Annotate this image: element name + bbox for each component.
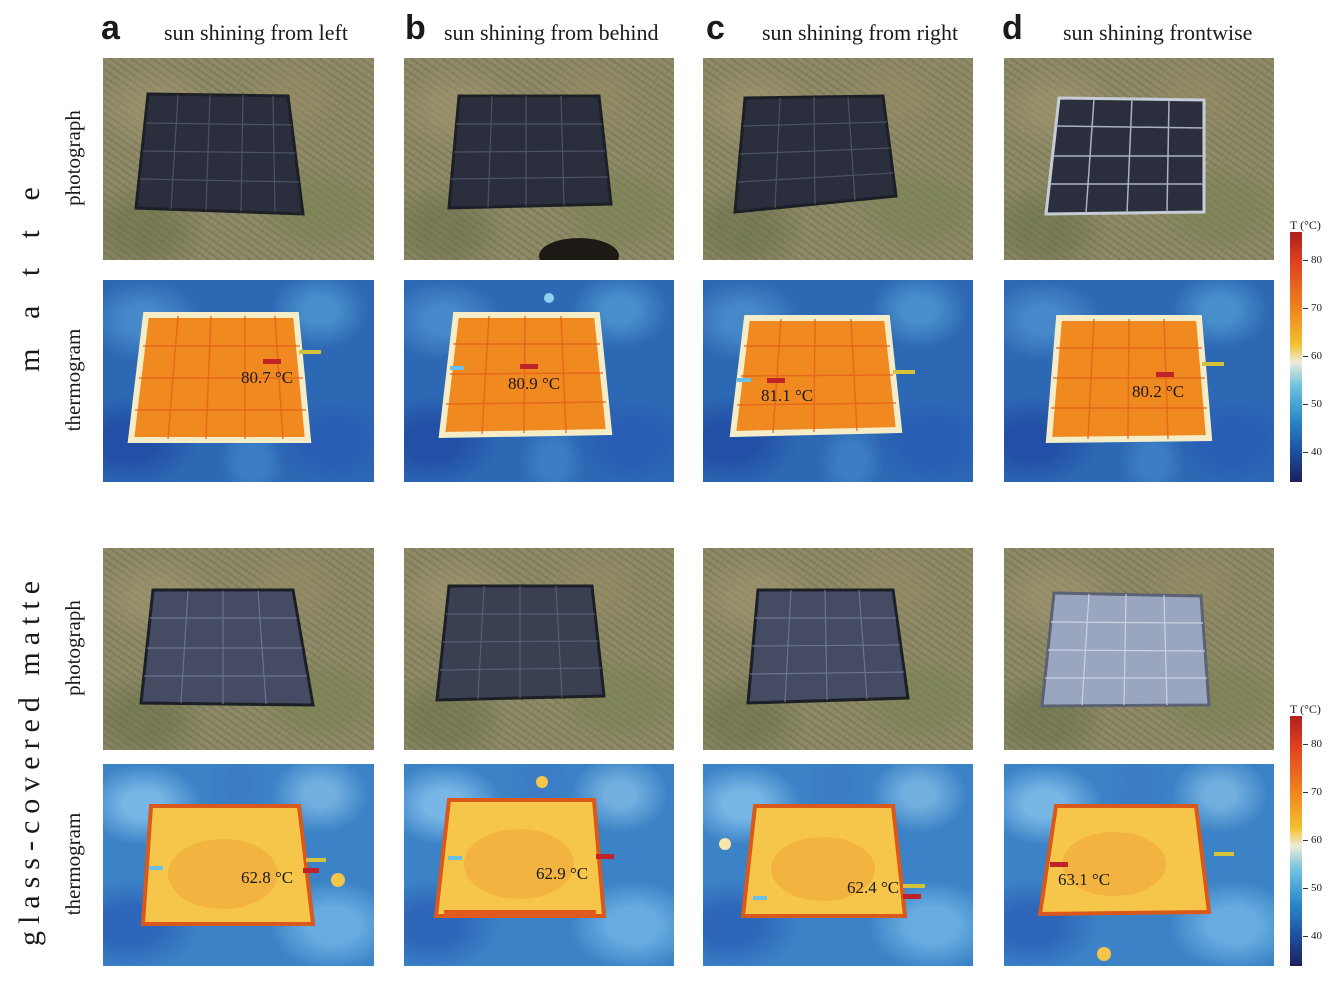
temperature-readout: 80.2 °C bbox=[1132, 382, 1185, 401]
thermogram-glass-frontwise: 63.1 °C bbox=[1004, 764, 1274, 966]
solar-panel-image bbox=[139, 588, 315, 707]
colorbar-tick: 50 bbox=[1303, 882, 1322, 894]
temperature-readout: 81.1 °C bbox=[761, 386, 814, 405]
solar-panel-image bbox=[134, 92, 305, 216]
column-title-b: sun shining from behind bbox=[444, 20, 659, 45]
thermal-image bbox=[140, 804, 345, 926]
solar-panel-image bbox=[435, 584, 606, 702]
thermogram-matte-right: 81.1 °C bbox=[703, 280, 973, 482]
row-label-photograph-top: photograph bbox=[61, 110, 85, 206]
thermal-image bbox=[1037, 804, 1234, 961]
temperature-readout: 62.8 °C bbox=[241, 868, 294, 887]
thermogram-glass-behind: 62.9 °C bbox=[404, 764, 674, 966]
solar-panel-image bbox=[733, 94, 898, 214]
row-label-photograph-bottom: photograph bbox=[61, 600, 85, 696]
column-letter-d: d bbox=[1002, 9, 1023, 47]
solar-panel-image bbox=[447, 94, 619, 260]
temperature-readout: 62.4 °C bbox=[847, 878, 900, 897]
thermal-image bbox=[729, 315, 915, 438]
column-letter-c: c bbox=[706, 9, 725, 47]
thermal-image bbox=[127, 312, 321, 443]
solar-panel-image bbox=[1044, 96, 1206, 216]
group-label-glass-covered-matte: glass-covered matte bbox=[13, 573, 46, 947]
column-title-c: sun shining from right bbox=[762, 20, 959, 45]
photo-matte-right bbox=[703, 58, 973, 260]
thermogram-glass-right: 62.4 °C bbox=[703, 764, 973, 966]
column-title-d: sun shining frontwise bbox=[1063, 20, 1253, 45]
colorbar-tick: 80 bbox=[1303, 254, 1322, 266]
column-letter-b: b bbox=[405, 9, 426, 47]
colorbar-tick: 40 bbox=[1303, 446, 1322, 458]
colorbar-title: T (°C) bbox=[1290, 218, 1321, 232]
colorbar-tick: 70 bbox=[1303, 302, 1322, 314]
column-title-a: sun shining from left bbox=[164, 20, 348, 45]
colorbar-tick: 70 bbox=[1303, 786, 1322, 798]
column-letter-a: a bbox=[101, 9, 120, 47]
temperature-readout: 62.9 °C bbox=[536, 864, 589, 883]
colorbar-tick: 40 bbox=[1303, 930, 1322, 942]
thermogram-matte-behind: 80.9 °C bbox=[404, 280, 674, 482]
colorbar-top bbox=[1290, 232, 1302, 482]
colorbar-tick: 60 bbox=[1303, 834, 1322, 846]
thermal-image bbox=[719, 804, 925, 918]
colorbar-tick: 80 bbox=[1303, 738, 1322, 750]
thermal-image bbox=[433, 776, 614, 918]
temperature-readout: 80.9 °C bbox=[508, 374, 561, 393]
row-label-thermogram-top: thermogram bbox=[61, 328, 85, 432]
thermogram-glass-left: 62.8 °C bbox=[103, 764, 374, 966]
photo-glass-left bbox=[103, 548, 374, 750]
colorbar-tick: 60 bbox=[1303, 350, 1322, 362]
colorbar-bottom bbox=[1290, 716, 1302, 966]
photo-glass-right bbox=[703, 548, 973, 750]
thermogram-matte-frontwise: 80.2 °C bbox=[1004, 280, 1274, 482]
solar-panel-image bbox=[746, 588, 910, 705]
row-label-thermogram-bottom: thermogram bbox=[61, 812, 85, 916]
photo-matte-left bbox=[103, 58, 374, 260]
solar-panel-image bbox=[1040, 591, 1211, 708]
colorbar-tick: 50 bbox=[1303, 398, 1322, 410]
colorbar-title: T (°C) bbox=[1290, 702, 1321, 716]
thermogram-matte-left: 80.7 °C bbox=[103, 280, 374, 482]
temperature-readout: 80.7 °C bbox=[241, 368, 294, 387]
photo-glass-frontwise bbox=[1004, 548, 1274, 750]
temperature-readout: 63.1 °C bbox=[1058, 870, 1111, 889]
photo-matte-behind bbox=[404, 58, 674, 260]
thermal-image bbox=[438, 293, 613, 439]
thermal-image bbox=[1045, 315, 1224, 444]
group-label-matte: m a t t e bbox=[13, 176, 46, 372]
photo-matte-frontwise bbox=[1004, 58, 1274, 260]
photo-glass-behind bbox=[404, 548, 674, 750]
